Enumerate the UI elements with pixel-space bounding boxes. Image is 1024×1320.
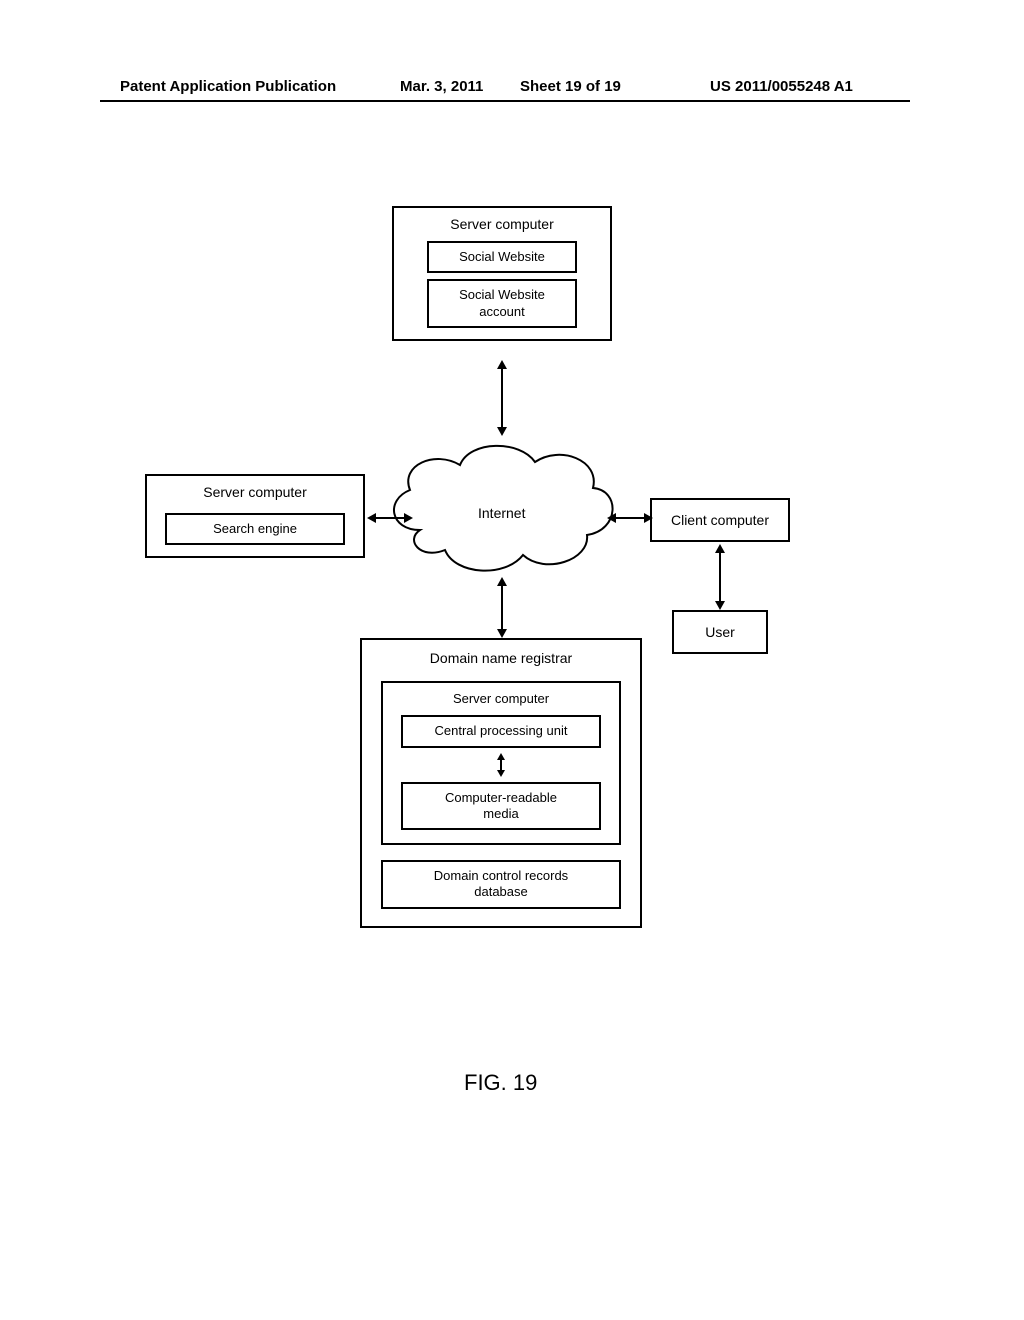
arrow-top-cloud bbox=[492, 358, 512, 438]
arrow-cloud-client bbox=[605, 508, 655, 528]
header-sheet: Sheet 19 of 19 bbox=[520, 78, 621, 95]
registrar-box: Domain name registrar Server computer Ce… bbox=[360, 638, 642, 928]
header-date: Mar. 3, 2011 bbox=[400, 78, 483, 95]
registrar-title: Domain name registrar bbox=[430, 650, 572, 666]
figure-label: FIG. 19 bbox=[464, 1070, 537, 1096]
media-box: Computer-readable media bbox=[401, 782, 601, 831]
cpu-media-arrow bbox=[491, 751, 511, 779]
header-publication: Patent Application Publication bbox=[120, 78, 336, 95]
client-computer-box: Client computer bbox=[650, 498, 790, 542]
arrow-left-cloud bbox=[365, 508, 415, 528]
registrar-server-title: Server computer bbox=[389, 691, 613, 707]
arrow-client-user bbox=[710, 542, 730, 612]
cpu-box: Central processing unit bbox=[401, 715, 601, 747]
server-left-title: Server computer bbox=[203, 484, 306, 500]
search-engine-box: Search engine bbox=[165, 513, 345, 545]
server-top-box: Server computer Social Website Social We… bbox=[392, 206, 612, 341]
domain-db-box: Domain control records database bbox=[381, 860, 621, 909]
internet-label: Internet bbox=[478, 505, 525, 521]
header-patent-number: US 2011/0055248 A1 bbox=[710, 78, 853, 95]
social-website-account-box: Social Website account bbox=[427, 279, 577, 328]
client-computer-label: Client computer bbox=[671, 512, 769, 528]
social-website-box: Social Website bbox=[427, 241, 577, 273]
user-label: User bbox=[705, 624, 735, 640]
header-rule bbox=[100, 100, 910, 102]
server-top-title: Server computer bbox=[450, 216, 553, 232]
user-box: User bbox=[672, 610, 768, 654]
registrar-server-box: Server computer Central processing unit … bbox=[381, 681, 621, 845]
server-left-box: Server computer Search engine bbox=[145, 474, 365, 558]
arrow-cloud-registrar bbox=[492, 575, 512, 640]
